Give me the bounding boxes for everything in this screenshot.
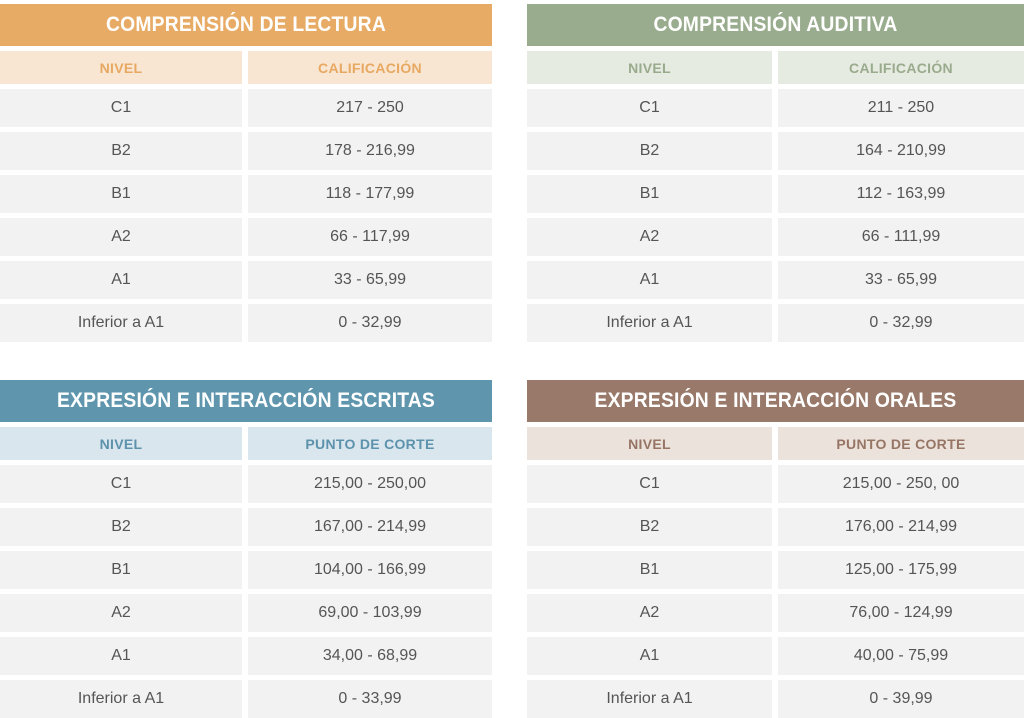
row-value-cell: 112 - 163,99 bbox=[778, 175, 1024, 213]
row-value-cell: 164 - 210,99 bbox=[778, 132, 1024, 170]
table-comprension-lectura: COMPRENSIÓN DE LECTURA NIVEL CALIFICACIÓ… bbox=[0, 4, 492, 342]
row-level-cell: C1 bbox=[0, 465, 242, 503]
table-expresion-orales: EXPRESIÓN E INTERACCIÓN ORALES NIVEL PUN… bbox=[527, 380, 1024, 718]
row-level-cell: B2 bbox=[0, 132, 242, 170]
table-title-bar: EXPRESIÓN E INTERACCIÓN ESCRITAS bbox=[0, 380, 492, 422]
table-title: EXPRESIÓN E INTERACCIÓN ESCRITAS bbox=[56, 389, 436, 412]
row-value-cell: 33 - 65,99 bbox=[778, 261, 1024, 299]
row-value-cell: 125,00 - 175,99 bbox=[778, 551, 1024, 589]
row-value-cell: 66 - 111,99 bbox=[778, 218, 1024, 256]
table-expresion-escritas: EXPRESIÓN E INTERACCIÓN ESCRITAS NIVEL P… bbox=[0, 380, 492, 718]
row-value-cell: 0 - 33,99 bbox=[248, 680, 492, 718]
row-level-cell: C1 bbox=[0, 89, 242, 127]
column-header-punto-de-corte: PUNTO DE CORTE bbox=[248, 427, 492, 460]
row-value-cell: 217 - 250 bbox=[248, 89, 492, 127]
table-grid: NIVEL PUNTO DE CORTE C1 215,00 - 250, 00… bbox=[527, 427, 1024, 718]
row-value-cell: 0 - 32,99 bbox=[778, 304, 1024, 342]
row-level-cell: B2 bbox=[0, 508, 242, 546]
table-title: EXPRESIÓN E INTERACCIÓN ORALES bbox=[594, 389, 957, 412]
row-value-cell: 34,00 - 68,99 bbox=[248, 637, 492, 675]
column-header-nivel: NIVEL bbox=[0, 51, 242, 84]
row-level-cell: A1 bbox=[527, 261, 772, 299]
row-value-cell: 215,00 - 250, 00 bbox=[778, 465, 1024, 503]
row-level-cell: A2 bbox=[0, 218, 242, 256]
row-value-cell: 0 - 32,99 bbox=[248, 304, 492, 342]
row-level-cell: Inferior a A1 bbox=[0, 680, 242, 718]
row-level-cell: A2 bbox=[527, 218, 772, 256]
row-value-cell: 76,00 - 124,99 bbox=[778, 594, 1024, 632]
row-value-cell: 104,00 - 166,99 bbox=[248, 551, 492, 589]
column-header-calificacion: CALIFICACIÓN bbox=[778, 51, 1024, 84]
row-level-cell: B2 bbox=[527, 508, 772, 546]
row-level-cell: Inferior a A1 bbox=[527, 304, 772, 342]
table-grid: NIVEL CALIFICACIÓN C1 211 - 250 B2 164 -… bbox=[527, 51, 1024, 342]
table-title: COMPRENSIÓN DE LECTURA bbox=[106, 13, 386, 36]
table-grid: NIVEL CALIFICACIÓN C1 217 - 250 B2 178 -… bbox=[0, 51, 492, 342]
row-value-cell: 176,00 - 214,99 bbox=[778, 508, 1024, 546]
row-value-cell: 118 - 177,99 bbox=[248, 175, 492, 213]
row-level-cell: A1 bbox=[0, 637, 242, 675]
table-title-bar: EXPRESIÓN E INTERACCIÓN ORALES bbox=[527, 380, 1024, 422]
table-grid: NIVEL PUNTO DE CORTE C1 215,00 - 250,00 … bbox=[0, 427, 492, 718]
column-header-nivel: NIVEL bbox=[527, 427, 772, 460]
row-value-cell: 40,00 - 75,99 bbox=[778, 637, 1024, 675]
row-level-cell: B2 bbox=[527, 132, 772, 170]
row-level-cell: B1 bbox=[0, 175, 242, 213]
column-header-nivel: NIVEL bbox=[527, 51, 772, 84]
row-level-cell: Inferior a A1 bbox=[0, 304, 242, 342]
row-level-cell: B1 bbox=[527, 551, 772, 589]
row-value-cell: 211 - 250 bbox=[778, 89, 1024, 127]
row-level-cell: C1 bbox=[527, 89, 772, 127]
row-level-cell: Inferior a A1 bbox=[527, 680, 772, 718]
table-title-bar: COMPRENSIÓN DE LECTURA bbox=[0, 4, 492, 46]
column-header-calificacion: CALIFICACIÓN bbox=[248, 51, 492, 84]
row-level-cell: C1 bbox=[527, 465, 772, 503]
column-header-nivel: NIVEL bbox=[0, 427, 242, 460]
row-level-cell: A1 bbox=[527, 637, 772, 675]
row-level-cell: A2 bbox=[0, 594, 242, 632]
row-value-cell: 178 - 216,99 bbox=[248, 132, 492, 170]
row-level-cell: A2 bbox=[527, 594, 772, 632]
row-value-cell: 66 - 117,99 bbox=[248, 218, 492, 256]
table-comprension-auditiva: COMPRENSIÓN AUDITIVA NIVEL CALIFICACIÓN … bbox=[527, 4, 1024, 342]
row-value-cell: 215,00 - 250,00 bbox=[248, 465, 492, 503]
table-title-bar: COMPRENSIÓN AUDITIVA bbox=[527, 4, 1024, 46]
row-level-cell: B1 bbox=[527, 175, 772, 213]
row-level-cell: A1 bbox=[0, 261, 242, 299]
row-value-cell: 33 - 65,99 bbox=[248, 261, 492, 299]
row-value-cell: 167,00 - 214,99 bbox=[248, 508, 492, 546]
column-header-punto-de-corte: PUNTO DE CORTE bbox=[778, 427, 1024, 460]
table-title: COMPRENSIÓN AUDITIVA bbox=[653, 13, 898, 36]
row-level-cell: B1 bbox=[0, 551, 242, 589]
row-value-cell: 0 - 39,99 bbox=[778, 680, 1024, 718]
row-value-cell: 69,00 - 103,99 bbox=[248, 594, 492, 632]
